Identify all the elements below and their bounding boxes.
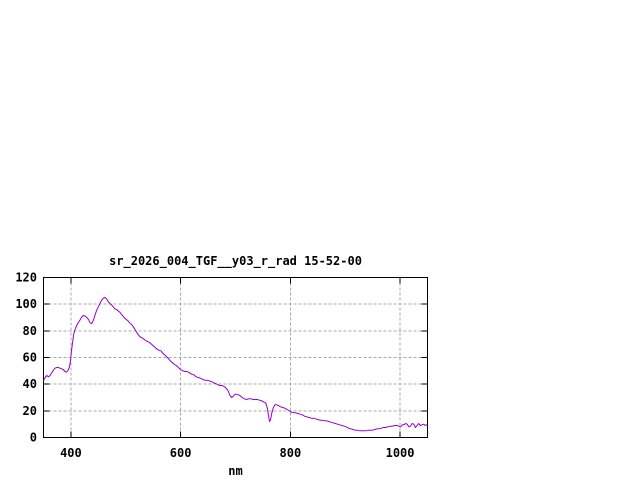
x-tick-label: 400 <box>60 446 82 460</box>
y-tick-label: 0 <box>30 431 37 445</box>
x-tick-label: 800 <box>280 446 302 460</box>
y-tick-label: 20 <box>23 404 37 418</box>
chart-title: sr_2026_004_TGF__y03_r_rad 15-52-00 <box>109 254 362 268</box>
x-axis-label: nm <box>228 464 243 478</box>
x-tick-label: 600 <box>170 446 192 460</box>
y-tick-label: 80 <box>23 324 37 338</box>
x-tick-label: 1000 <box>386 446 415 460</box>
y-tick-label: 100 <box>15 297 37 311</box>
y-tick-label: 40 <box>23 377 37 391</box>
y-tick-label: 120 <box>15 271 37 285</box>
spectrum-curve <box>43 297 428 432</box>
y-tick-label: 60 <box>23 351 37 365</box>
